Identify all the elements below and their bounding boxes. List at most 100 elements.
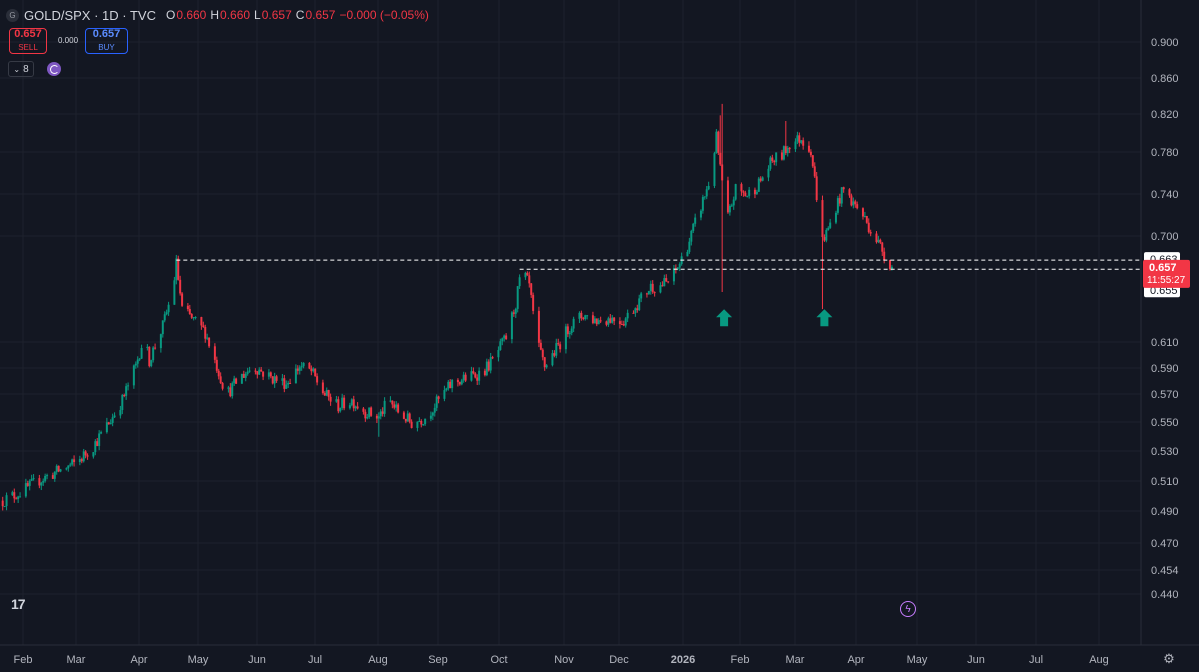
- candle-body-11: [30, 479, 33, 481]
- flash-icon[interactable]: ϟ: [900, 601, 916, 617]
- candle-body-178: [483, 370, 486, 376]
- candle-body-266: [719, 152, 722, 165]
- candle-body-139: [377, 416, 380, 419]
- candle-body-199: [539, 342, 542, 350]
- candle-body-243: [659, 285, 662, 293]
- tradingview-logo-icon[interactable]: 17: [11, 596, 26, 612]
- y-tick-label-10: 0.530: [1151, 446, 1179, 458]
- candle-body-35: [96, 441, 99, 446]
- candle-body-297: [802, 140, 805, 146]
- candle-body-185: [501, 338, 504, 342]
- candle-body-320: [865, 216, 868, 223]
- sync-icon[interactable]: [47, 62, 61, 76]
- sell-button[interactable]: 0.657 SELL: [9, 28, 47, 54]
- candle-body-58: [159, 334, 162, 349]
- candle-body-158: [429, 415, 432, 419]
- up-arrow-icon-1: [816, 309, 833, 327]
- candle-body-26: [71, 459, 74, 465]
- candle-body-170: [460, 380, 463, 385]
- candle-body-121: [327, 390, 330, 397]
- y-tick-label-14: 0.454: [1151, 565, 1179, 577]
- candle-body-268: [726, 180, 729, 213]
- candle-body-156: [422, 424, 425, 426]
- candle-body-241: [651, 283, 654, 293]
- candle-body-269: [728, 206, 731, 213]
- candle-body-181: [489, 357, 492, 371]
- candle-body-303: [821, 200, 824, 238]
- candle-body-144: [391, 400, 394, 405]
- candle-body-127: [343, 397, 346, 409]
- buy-price: 0.657: [92, 28, 121, 40]
- candle-body-142: [383, 400, 386, 414]
- candle-body-262: [707, 185, 710, 190]
- candle-body-302: [815, 176, 818, 201]
- ohlc-change: −0.000 (−0.05%): [339, 8, 429, 22]
- candle-body-294: [796, 135, 799, 142]
- candle-body-165: [447, 381, 450, 389]
- x-tick-label-17: Jul: [1029, 654, 1043, 666]
- candle-body-202: [545, 365, 548, 368]
- candle-body-191: [516, 286, 519, 309]
- candle-body-309: [836, 198, 839, 213]
- candle-body-164: [445, 388, 448, 391]
- candle-body-308: [834, 212, 837, 223]
- candle-body-115: [312, 368, 315, 372]
- candle-body-134: [364, 411, 367, 419]
- candle-body-141: [381, 411, 384, 414]
- candle-body-293: [794, 141, 797, 150]
- candle-body-98: [267, 372, 270, 377]
- candle-body-85: [231, 383, 234, 397]
- candle-body-210: [568, 332, 571, 335]
- candle-body-236: [638, 298, 641, 311]
- candle-body-214: [580, 312, 583, 319]
- candle-body-87: [235, 378, 238, 384]
- candle-body-17: [46, 475, 49, 477]
- candle-body-43: [119, 410, 122, 416]
- buy-button[interactable]: 0.657 BUY: [85, 28, 128, 54]
- candle-body-60: [163, 314, 166, 321]
- candle-body-304: [823, 237, 826, 241]
- candle-body-278: [753, 189, 756, 195]
- candle-body-295: [798, 135, 801, 143]
- candle-body-149: [404, 418, 407, 422]
- candle-body-61: [165, 312, 168, 315]
- candle-body-219: [593, 318, 596, 324]
- symbol-icon[interactable]: G: [6, 8, 19, 22]
- candle-body-274: [742, 191, 745, 193]
- candle-body-20: [55, 465, 58, 472]
- candle-body-57: [154, 347, 157, 349]
- candle-body-239: [647, 291, 650, 295]
- y-tick-label-4: 0.740: [1151, 189, 1179, 201]
- candle-body-284: [769, 157, 772, 169]
- candle-body-213: [578, 312, 581, 319]
- candle-body-299: [809, 151, 812, 156]
- candle-body-290: [784, 146, 787, 154]
- candle-body-222: [599, 320, 602, 322]
- candle-body-329: [890, 266, 893, 270]
- y-tick-label-2: 0.820: [1151, 109, 1179, 121]
- candle-body-177: [478, 370, 481, 381]
- symbol-title[interactable]: GOLD/SPX · 1D · TVC: [24, 7, 156, 23]
- candle-body-201: [543, 357, 546, 368]
- x-tick-label-12: Feb: [731, 654, 750, 666]
- candle-body-72: [194, 317, 197, 319]
- candle-body-114: [310, 368, 313, 372]
- candle-body-235: [636, 308, 639, 311]
- candle-body-13: [38, 478, 41, 486]
- candle-body-325: [879, 239, 882, 243]
- candle-body-283: [767, 168, 770, 178]
- candle-body-318: [861, 208, 864, 217]
- y-tick-label-11: 0.510: [1151, 476, 1179, 488]
- gear-icon[interactable]: ⚙: [1163, 651, 1175, 666]
- candle-body-109: [296, 368, 299, 371]
- candle-body-146: [395, 404, 398, 408]
- spread-value: 0.000: [58, 36, 79, 45]
- last-price-tag: [1143, 259, 1190, 288]
- indicators-toggle-button[interactable]: ⌄ 8: [8, 61, 34, 77]
- candle-body-157: [424, 418, 427, 425]
- y-tick-label-5: 0.700: [1151, 231, 1179, 243]
- candle-body-33: [92, 452, 95, 457]
- y-tick-label-12: 0.490: [1151, 506, 1179, 518]
